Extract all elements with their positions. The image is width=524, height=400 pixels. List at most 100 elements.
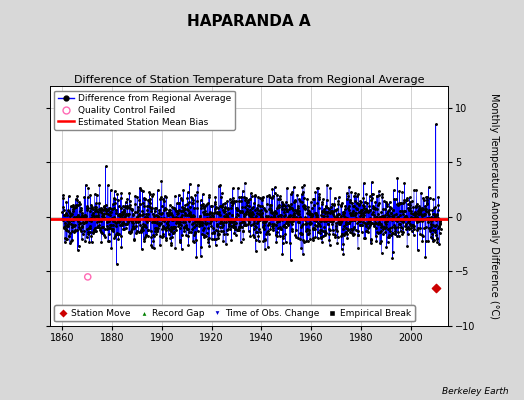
Point (114, 203, 123, 209)
Point (223, 227, 231, 233)
Point (206, 208, 214, 215)
Point (98, 230, 106, 236)
Point (219, 204, 227, 211)
Point (420, 210, 429, 217)
Point (248, 221, 257, 228)
Point (259, 226, 268, 232)
Point (281, 224, 290, 231)
Point (282, 198, 290, 205)
Point (283, 185, 291, 191)
Point (306, 211, 314, 218)
Point (225, 223, 233, 230)
Point (358, 207, 366, 214)
Point (100, 214, 108, 220)
Point (84, 217, 93, 223)
Point (431, 204, 440, 210)
Point (151, 219, 159, 226)
Point (177, 222, 185, 228)
Point (406, 199, 414, 205)
Point (429, 196, 438, 202)
Point (214, 205, 223, 211)
Point (363, 208, 372, 214)
Point (294, 219, 303, 226)
Point (366, 222, 374, 229)
Point (139, 221, 147, 228)
Point (100, 203, 108, 210)
Point (221, 204, 229, 210)
Point (433, 239, 442, 245)
Point (231, 226, 239, 232)
Point (339, 226, 347, 232)
Point (117, 190, 125, 197)
Point (146, 228, 155, 234)
Point (90, 212, 98, 219)
Point (321, 202, 330, 209)
Point (358, 202, 367, 208)
Point (356, 198, 365, 204)
Point (67, 221, 75, 227)
Point (223, 213, 232, 220)
Point (241, 222, 249, 228)
Point (335, 218, 344, 224)
Point (414, 203, 423, 210)
Point (202, 210, 210, 217)
Point (404, 231, 412, 238)
Point (344, 193, 353, 200)
Point (153, 220, 161, 226)
Point (338, 231, 346, 237)
Point (205, 194, 213, 200)
Point (92, 213, 101, 220)
Point (155, 222, 163, 229)
Point (151, 216, 160, 222)
Point (90, 227, 98, 234)
Point (323, 182, 331, 188)
Point (373, 214, 381, 220)
Point (242, 194, 250, 201)
Point (336, 212, 345, 219)
Point (194, 216, 203, 222)
Point (343, 230, 351, 237)
Point (380, 218, 389, 225)
Point (290, 198, 299, 205)
Point (282, 220, 290, 226)
Point (85, 229, 94, 236)
Point (140, 203, 148, 209)
Point (328, 209, 336, 216)
Point (294, 235, 302, 241)
Point (268, 223, 277, 229)
Point (180, 212, 189, 218)
Point (117, 233, 125, 240)
Point (113, 219, 121, 225)
Point (293, 208, 301, 214)
Point (141, 233, 149, 240)
Point (185, 210, 194, 217)
Point (88, 212, 96, 218)
Point (339, 251, 347, 257)
Point (59, 195, 68, 201)
Point (350, 192, 358, 199)
Point (397, 228, 405, 234)
Point (412, 214, 421, 221)
Point (253, 229, 261, 236)
Point (204, 238, 213, 245)
Point (228, 219, 237, 226)
Point (290, 198, 299, 204)
Point (265, 192, 273, 198)
Point (126, 202, 134, 208)
Point (344, 206, 353, 213)
Point (289, 212, 298, 219)
Point (228, 198, 236, 204)
Point (258, 195, 267, 201)
Point (140, 238, 149, 244)
Point (403, 201, 412, 208)
Point (271, 215, 279, 221)
Point (66, 239, 74, 246)
Point (247, 222, 255, 229)
Point (196, 253, 205, 259)
Point (257, 213, 265, 219)
Point (78, 236, 86, 242)
Point (172, 213, 180, 220)
Point (188, 214, 196, 220)
Point (134, 204, 142, 210)
Point (242, 210, 250, 217)
